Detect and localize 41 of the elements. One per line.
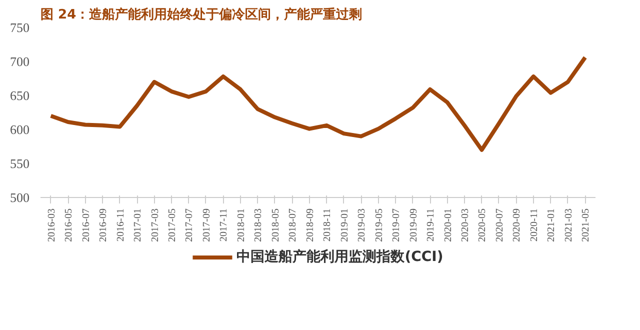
x-tick-label: 2016-07: [80, 208, 92, 242]
x-tick-label: 2016-03: [46, 208, 58, 242]
x-tick-label: 2019-07: [391, 208, 402, 242]
y-tick-label: 750: [10, 20, 30, 35]
x-tick-label: 2019-05: [374, 208, 385, 242]
x-tick-label: 2018-07: [288, 208, 299, 242]
x-tick-label: 2020-01: [442, 208, 454, 242]
x-tick-label: 2017-07: [184, 208, 196, 242]
x-tick-label: 2021-03: [563, 208, 574, 242]
x-tick-label: 2020-11: [528, 208, 540, 242]
x-tick-label: 2018-05: [270, 208, 282, 242]
x-tick-label: 2018-09: [304, 208, 316, 242]
x-tick-label: 2017-11: [218, 208, 230, 242]
x-tick-label: 2019-09: [408, 208, 420, 242]
x-tick-label: 2020-05: [477, 208, 488, 242]
x-tick-label: 2018-03: [253, 208, 264, 242]
x-tick-label: 2016-09: [98, 208, 110, 242]
x-tick-label: 2016-05: [64, 208, 75, 242]
chart-title: 图 24：造船产能利用始终处于偏冷区间，产能严重过剩: [40, 6, 362, 22]
x-tick-label: 2019-01: [339, 208, 350, 242]
y-tick-label: 500: [10, 190, 30, 205]
x-tick-label: 2018-01: [236, 208, 247, 242]
x-tick-label: 2019-11: [426, 208, 437, 242]
x-tick-label: 2020-03: [460, 208, 472, 242]
y-tick-label: 550: [10, 156, 30, 171]
y-tick-label: 600: [10, 122, 30, 137]
line-series: [48, 55, 588, 152]
x-tick-label: 2021-01: [546, 208, 558, 242]
y-tick-label: 650: [10, 88, 30, 103]
x-tick-label: 2018-11: [322, 208, 334, 242]
x-tick-label: 2021-05: [580, 208, 592, 242]
x-tick-label: 2017-03: [150, 208, 161, 242]
x-tick-label: 2020-07: [494, 208, 506, 242]
x-tick-label: 2017-09: [201, 208, 212, 242]
x-tick-label: 2017-01: [132, 208, 144, 242]
legend-label: 中国造船产能利用监测指数(CCI): [236, 248, 444, 266]
x-tick-label: 2017-05: [166, 208, 178, 242]
x-tick-label: 2016-11: [115, 208, 126, 242]
y-tick-label: 700: [10, 54, 30, 69]
x-tick-label: 2020-09: [512, 208, 523, 242]
x-tick-label: 2019-03: [356, 208, 368, 242]
